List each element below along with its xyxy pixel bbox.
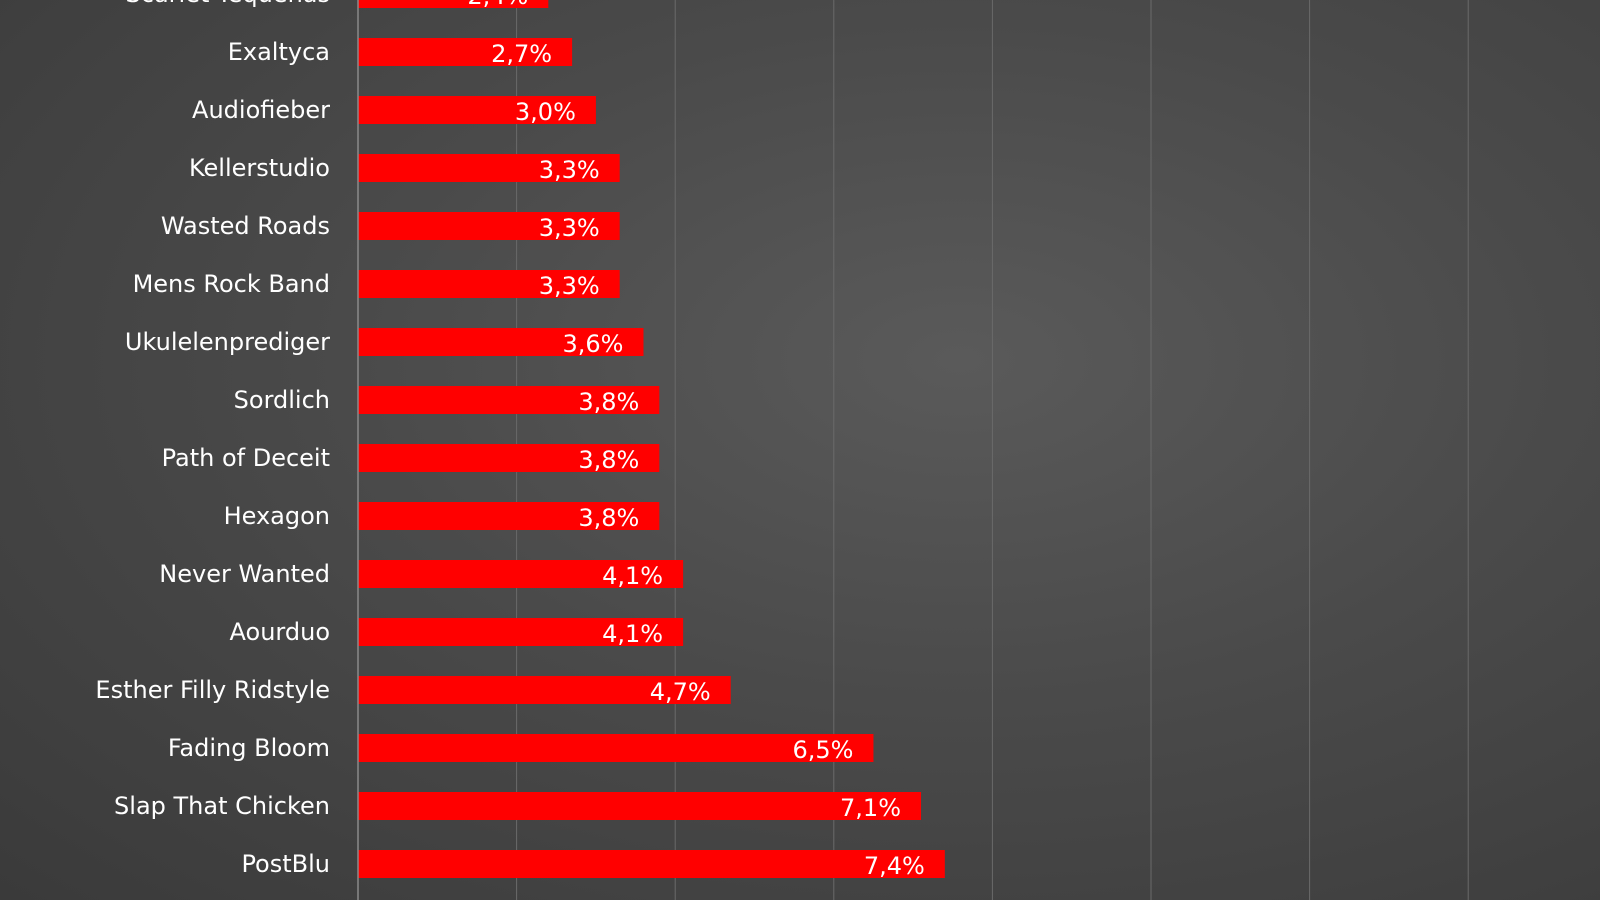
data-label: 7,4%	[864, 852, 925, 880]
category-label: Aourduo	[230, 618, 330, 646]
data-label: 2,4%	[467, 0, 528, 10]
category-label: Mens Rock Band	[133, 270, 330, 298]
data-label: 3,3%	[539, 156, 600, 184]
bars	[358, 0, 945, 878]
data-label: 4,1%	[602, 620, 663, 648]
category-label: Never Wanted	[159, 560, 330, 588]
category-label: Kellerstudio	[189, 154, 330, 182]
category-label: Hexagon	[224, 502, 330, 530]
bar	[358, 850, 945, 878]
category-label: Slap That Chicken	[114, 792, 330, 820]
bar	[358, 96, 596, 124]
data-label: 2,7%	[491, 40, 552, 68]
bar	[358, 0, 549, 8]
bar	[358, 734, 874, 762]
data-label: 3,3%	[539, 214, 600, 242]
category-label: PostBlu	[241, 850, 330, 878]
bar	[358, 676, 731, 704]
bar	[358, 386, 660, 414]
category-label: Exaltyca	[228, 38, 330, 66]
data-label: 3,8%	[578, 504, 639, 532]
bar	[358, 212, 620, 240]
category-label: Sordlich	[234, 386, 330, 414]
bar	[358, 560, 684, 588]
data-label: 3,8%	[578, 388, 639, 416]
category-label: Audiofieber	[192, 96, 330, 124]
bar	[358, 502, 660, 530]
category-label: Esther Filly Ridstyle	[95, 676, 330, 704]
category-label: Ukulelenprediger	[125, 328, 330, 356]
data-label: 3,3%	[539, 272, 600, 300]
bar	[358, 154, 620, 182]
data-label: 7,1%	[840, 794, 901, 822]
data-label: 3,8%	[578, 446, 639, 474]
bar	[358, 328, 644, 356]
data-label: 4,7%	[650, 678, 711, 706]
category-label: Wasted Roads	[161, 212, 330, 240]
category-labels: Scarlet Tequenas Exaltyca Audiofieber Kelle…	[95, 0, 330, 878]
bar	[358, 792, 922, 820]
data-label: 3,6%	[562, 330, 623, 358]
bar	[358, 444, 660, 472]
gridlines	[516, 0, 1469, 900]
bar	[358, 618, 684, 646]
data-labels: 2,4% 2,7% 3,0% 3,3% 3,3% 3,3% 3,6% 3,8% 3,8% 3,8%…	[467, 0, 924, 880]
category-label: Path of Deceit	[162, 444, 330, 472]
data-label: 4,1%	[602, 562, 663, 590]
bar	[358, 270, 620, 298]
category-label: Fading Bloom	[168, 734, 330, 762]
category-label: Scarlet Tequenas	[126, 0, 330, 8]
data-label: 6,5%	[792, 736, 853, 764]
data-label: 3,0%	[515, 98, 576, 126]
bar	[358, 38, 573, 66]
